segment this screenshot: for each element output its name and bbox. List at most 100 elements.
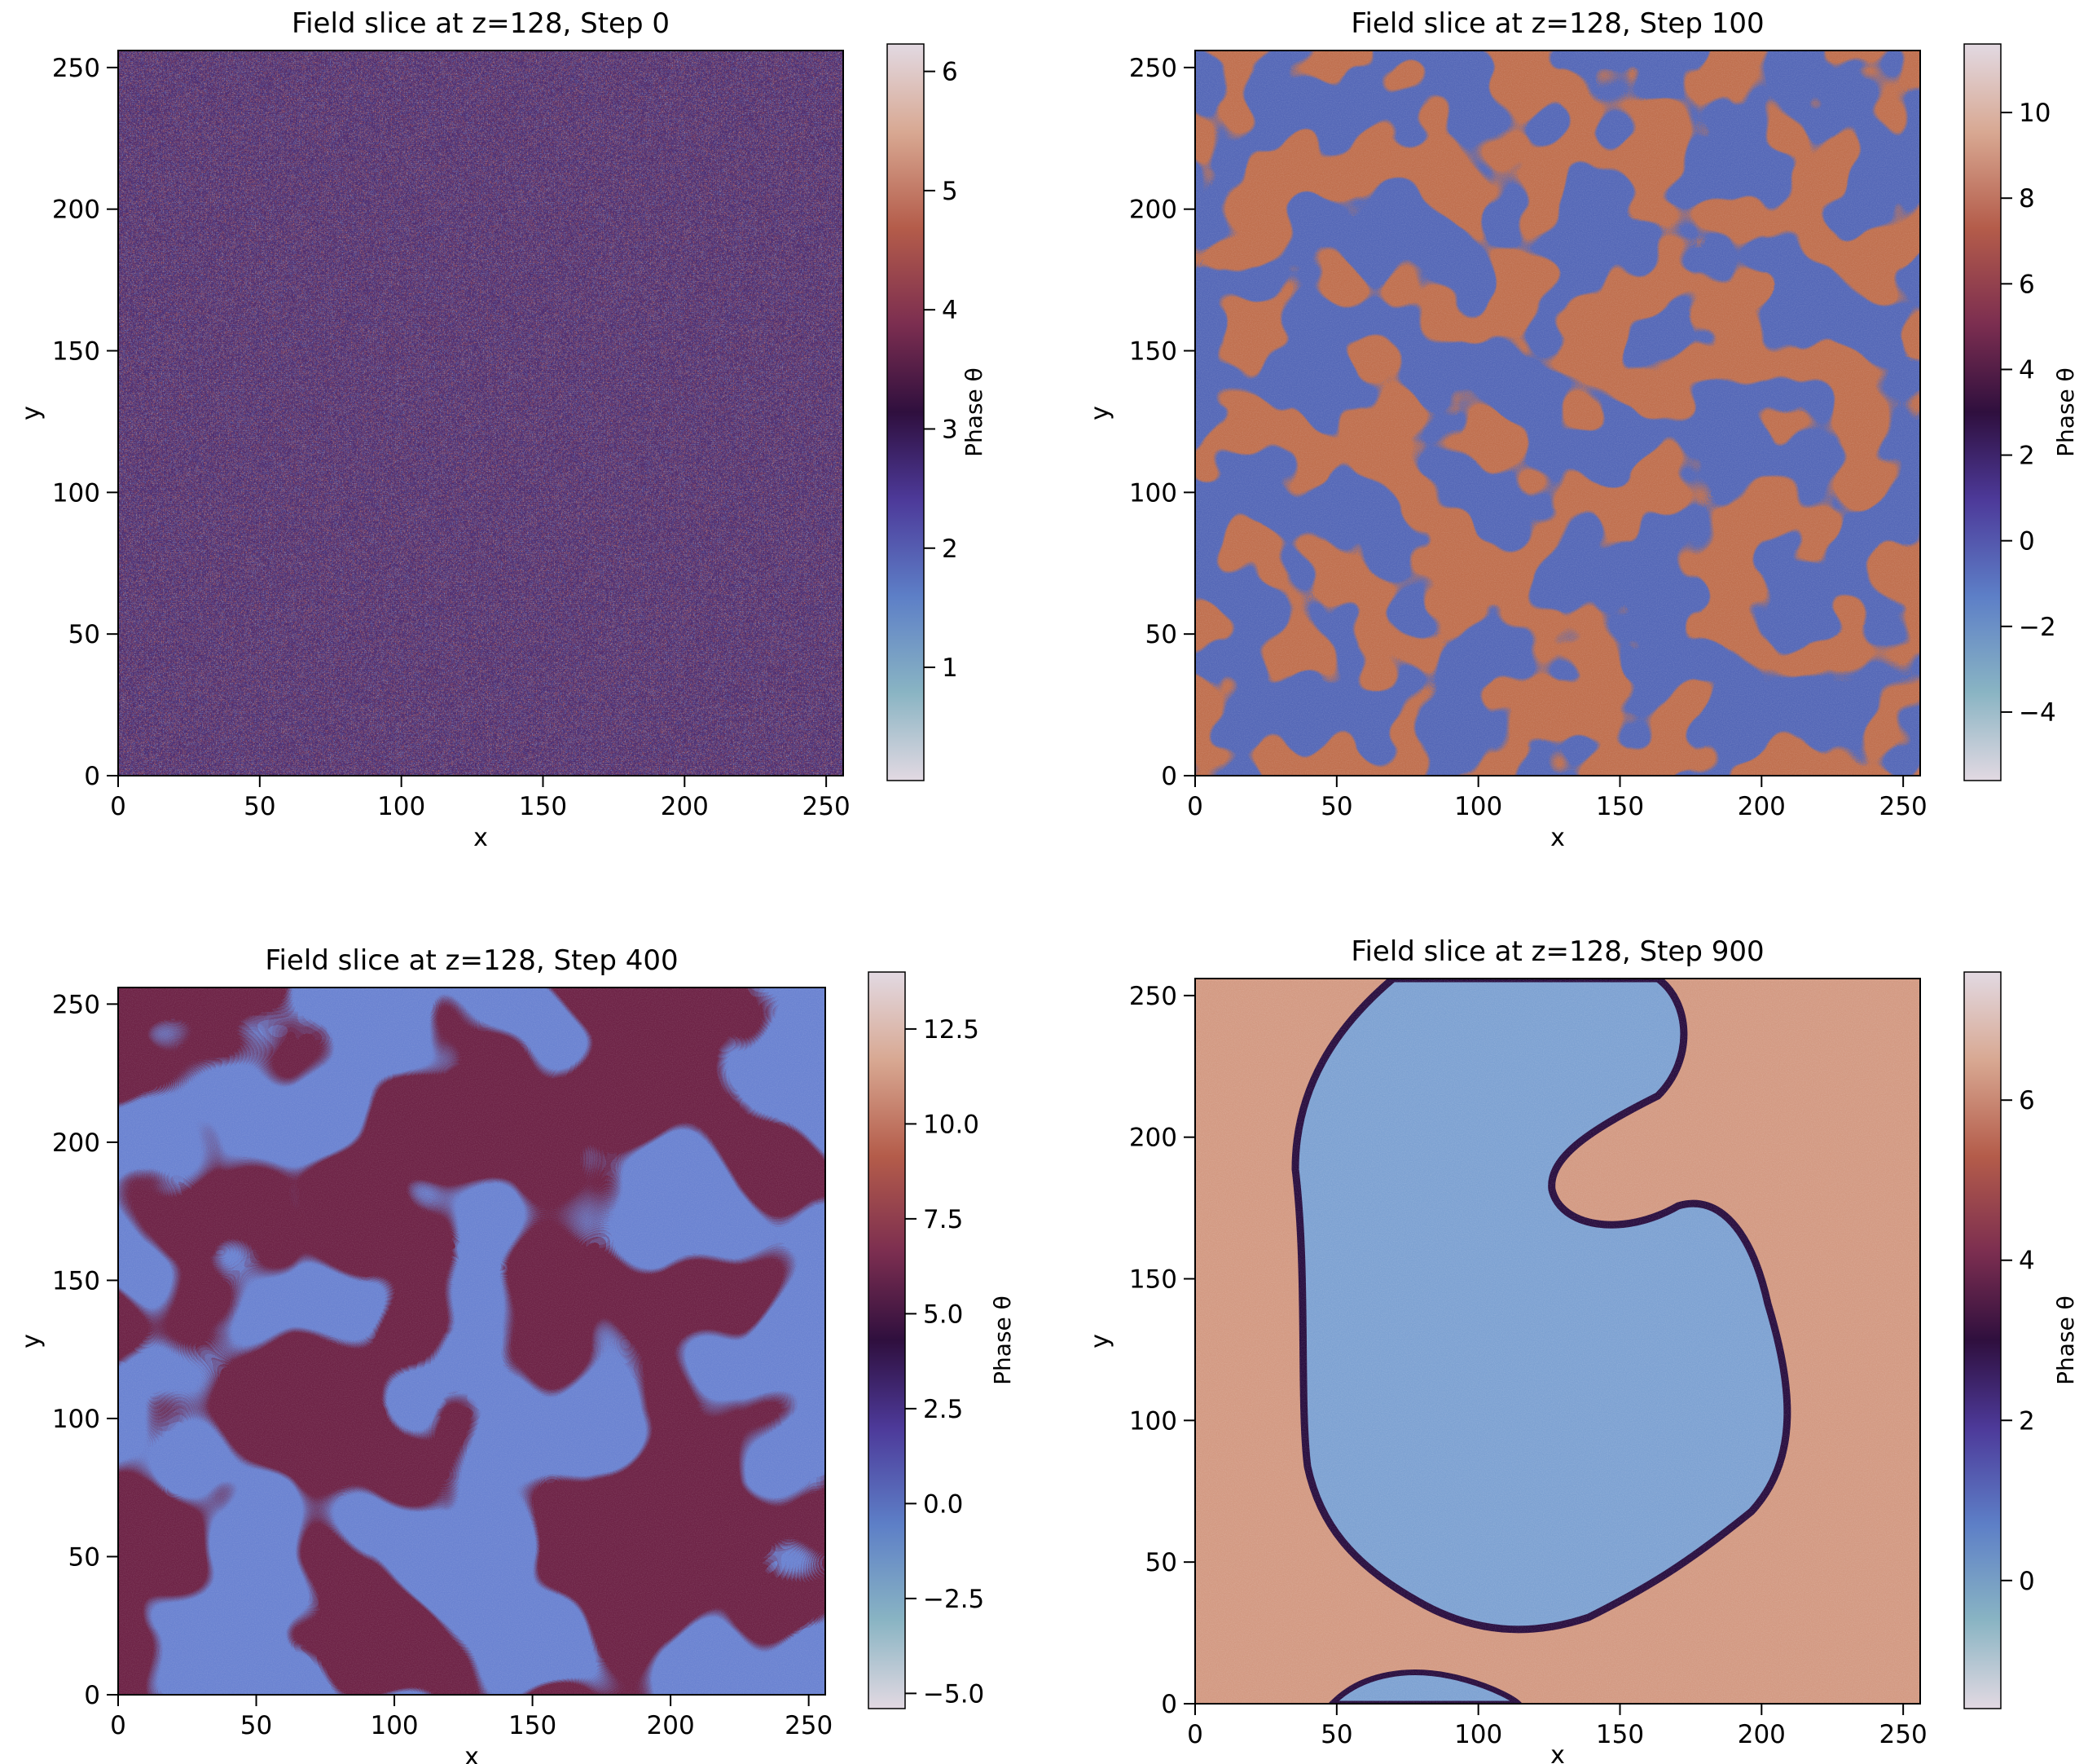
x-tick-label: 100	[370, 1711, 418, 1740]
x-tick-label: 100	[1454, 1720, 1502, 1749]
heatmap-image	[1195, 51, 1920, 776]
y-axis-label: y	[1086, 406, 1114, 420]
colorbar-tick-label: 6	[2019, 1086, 2035, 1115]
colorbar-ticks: −5.0 −2.5 0.0 2.5 5.0 7.5 10.0 12.5	[905, 1015, 984, 1709]
heatmap-image	[1195, 979, 1920, 1704]
x-tick-label: 200	[661, 792, 709, 821]
colorbar-tick-label: 5.0	[923, 1300, 963, 1329]
y-tick-label: 100	[52, 478, 100, 508]
x-axis: 0 50 100 150 200 250	[110, 776, 851, 821]
colorbar-tick-label: 10	[2019, 99, 2051, 128]
plot-frame	[1194, 50, 1921, 776]
colorbar	[1963, 43, 2002, 781]
colorbar-tick-label: 6	[942, 58, 958, 87]
plot-frame	[117, 50, 844, 776]
plot-frame	[1194, 978, 1921, 1705]
x-axis-label: x	[1550, 824, 1565, 852]
colorbar-tick-label: −4	[2019, 698, 2056, 728]
plot-frame	[117, 987, 826, 1696]
y-tick-label: 50	[68, 1542, 100, 1572]
y-axis: 0 50 100 150 200 250	[1129, 982, 1195, 1719]
colorbar-tick-label: 4	[2019, 355, 2035, 385]
y-tick-label: 50	[1145, 1548, 1177, 1577]
colorbar	[868, 971, 906, 1709]
x-tick-label: 100	[1454, 792, 1502, 821]
colorbar-label: Phase θ	[2052, 1296, 2079, 1385]
y-tick-label: 250	[52, 54, 100, 83]
y-tick-label: 0	[1161, 762, 1177, 791]
colorbar-tick-label: 2	[2019, 1406, 2035, 1436]
colorbar-tick-label: 5	[942, 177, 958, 206]
x-tick-label: 100	[377, 792, 425, 821]
colorbar-tick-label: −2.5	[923, 1585, 984, 1614]
x-tick-label: 150	[1596, 1720, 1644, 1749]
y-tick-label: 250	[1129, 54, 1177, 83]
y-axis-label: y	[17, 1334, 46, 1348]
colorbar-ticks: 1 2 3 4 5 6	[924, 58, 958, 683]
y-tick-label: 150	[52, 1266, 100, 1296]
heatmap-image	[118, 51, 843, 776]
colorbar-tick-label: 10.0	[923, 1110, 979, 1139]
colorbar-tick-label: 6	[2019, 270, 2035, 299]
x-axis: 0 50 100 150 200 250	[1187, 1704, 1928, 1749]
x-tick-label: 200	[1738, 792, 1786, 821]
y-tick-label: 100	[1129, 1406, 1177, 1436]
x-tick-label: 50	[240, 1711, 272, 1740]
colorbar-tick-label: 7.5	[923, 1205, 963, 1234]
x-tick-label: 0	[110, 1711, 126, 1740]
x-tick-label: 250	[785, 1711, 833, 1740]
colorbar	[1963, 971, 2002, 1709]
y-tick-label: 0	[84, 762, 100, 791]
colorbar-tick-label: 2.5	[923, 1395, 963, 1424]
colorbar-tick-label: 1	[942, 653, 958, 683]
y-tick-label: 200	[1129, 196, 1177, 225]
x-axis-label: x	[1550, 1741, 1565, 1764]
y-tick-label: 250	[1129, 982, 1177, 1011]
x-tick-label: 200	[647, 1711, 695, 1740]
y-tick-label: 150	[52, 337, 100, 367]
y-tick-label: 200	[1129, 1124, 1177, 1153]
colorbar-tick-label: 8	[2019, 184, 2035, 213]
x-tick-label: 50	[1321, 1720, 1352, 1749]
x-axis-label: x	[473, 824, 488, 852]
colorbar-ticks: 0 2 4 6	[2001, 1086, 2035, 1596]
colorbar-tick-label: 0.0	[923, 1489, 963, 1519]
y-tick-label: 0	[1161, 1690, 1177, 1719]
y-tick-label: 100	[1129, 478, 1177, 508]
x-tick-label: 0	[110, 792, 126, 821]
x-tick-label: 150	[508, 1711, 556, 1740]
y-tick-label: 200	[52, 196, 100, 225]
colorbar-tick-label: 3	[942, 415, 958, 444]
x-tick-label: 150	[1596, 792, 1644, 821]
y-tick-label: 0	[84, 1681, 100, 1710]
y-axis: 0 50 100 150 200 250	[1129, 54, 1195, 791]
panel-title: Field slice at z=128, Step 400	[265, 944, 678, 977]
colorbar-label: Phase θ	[989, 1296, 1016, 1385]
colorbar-label: Phase θ	[960, 367, 987, 457]
panel-step-0: Field slice at z=128, Step 0 0 50 100 150 20…	[17, 7, 987, 852]
x-tick-label: 150	[519, 792, 567, 821]
panel-title: Field slice at z=128, Step 900	[1351, 935, 1764, 968]
colorbar-tick-label: 0	[2019, 1567, 2035, 1596]
y-tick-label: 100	[52, 1405, 100, 1434]
colorbar-tick-label: −5.0	[923, 1679, 984, 1709]
y-tick-label: 150	[1129, 1265, 1177, 1295]
x-tick-label: 50	[244, 792, 275, 821]
colorbar-tick-label: 4	[2019, 1247, 2035, 1276]
x-axis: 0 50 100 150 200 250	[1187, 776, 1928, 821]
heatmap-image	[118, 988, 825, 1695]
x-tick-label: 250	[1879, 792, 1928, 821]
colorbar-label: Phase θ	[2052, 367, 2079, 457]
y-axis-label: y	[1086, 1334, 1114, 1348]
colorbar-tick-label: 0	[2019, 527, 2035, 556]
colorbar-tick-label: −2	[2019, 613, 2056, 642]
y-axis: 0 50 100 150 200 250	[52, 54, 118, 791]
panel-step-900: Field slice at z=128, Step 900 0 50 100 150…	[1086, 935, 2079, 1764]
y-tick-label: 200	[52, 1128, 100, 1158]
x-tick-label: 50	[1321, 792, 1352, 821]
colorbar	[886, 43, 925, 781]
y-tick-label: 50	[68, 620, 100, 649]
y-tick-label: 50	[1145, 620, 1177, 649]
panel-step-400: Field slice at z=128, Step 400 0 50 100 150…	[17, 944, 1016, 1764]
